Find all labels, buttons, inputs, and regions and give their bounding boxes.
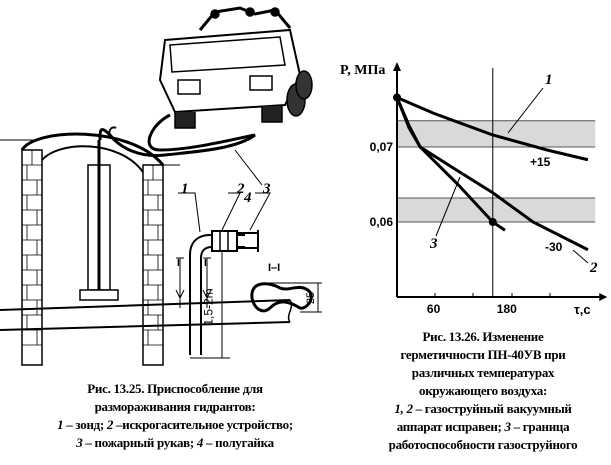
probe-detail	[175, 192, 322, 359]
caption-line: аппарат исправен; 3 – граница	[355, 418, 611, 436]
x-tick-label: 180	[497, 302, 517, 316]
caption-text: – пожарный рукав;	[82, 435, 197, 450]
caption-text: – полугайка	[203, 435, 274, 450]
section-label: I–I	[268, 262, 281, 274]
series-1-label: 1	[545, 72, 553, 88]
truck-drawing	[158, 6, 313, 129]
caption-fig-13-25: Рис. 13.25. Приспособление для разморажи…	[40, 380, 310, 452]
caption-line: Рис. 13.25. Приспособление для	[87, 381, 263, 396]
caption-line: Рис. 13.26. Изменение	[422, 329, 544, 344]
y-axis-arrow-icon	[393, 62, 401, 71]
y-tick-label: 0,07	[370, 140, 394, 154]
y-axis-label: P, МПа	[340, 63, 385, 78]
caption-line: работоспособности газоструйного	[388, 437, 578, 452]
label-1-probe: 1	[181, 181, 189, 197]
caption-text: – граница	[510, 419, 570, 434]
caption-num: 2	[106, 417, 114, 432]
series-3-leader	[435, 176, 461, 237]
band-0	[397, 120, 596, 147]
caption-line: различных температурах	[411, 365, 555, 380]
section-dimension: 25	[305, 291, 318, 305]
caption-line: 3 – пожарный рукав; 4 – полугайка	[40, 434, 310, 452]
caption-text: – газоструйный вакуумный	[412, 401, 572, 416]
y-tick-label: 0,06	[370, 215, 394, 229]
series-1-temperature: +15	[530, 155, 551, 169]
series-2-leader	[572, 249, 589, 264]
label-4-half-nut: 4	[244, 190, 252, 206]
section-mark-left: I	[177, 258, 180, 269]
caption-text: – зонд;	[63, 417, 107, 432]
x-axis-arrow-icon	[599, 293, 608, 301]
x-tick-label: 60	[427, 302, 441, 316]
section-mark-right: I	[204, 258, 207, 269]
caption-num: 1, 2	[394, 401, 413, 416]
series-1-curve	[396, 96, 589, 162]
caption-num: 3	[504, 419, 511, 434]
band-1	[397, 198, 596, 222]
data-point	[488, 218, 497, 226]
x-axis-label: τ,c	[574, 302, 591, 317]
label-3-fire-hose: 3	[263, 181, 271, 197]
caption-fig-13-26: Рис. 13.26. Изменение герметичности ПН-4…	[355, 328, 611, 454]
series-1-leader	[507, 87, 544, 134]
pressure-chart: 60 180 0,06 0,07 P, МПа τ,c 1 +15 2 -30 3	[340, 62, 608, 317]
caption-line: окружающего воздуха:	[419, 383, 547, 398]
caption-num: 3	[76, 435, 83, 450]
hydrant-diagram	[0, 6, 322, 366]
series-3-label: 3	[429, 236, 438, 252]
caption-text: –искрогасительное устройство;	[113, 417, 293, 432]
data-point	[393, 93, 401, 102]
caption-line: 1 – зонд; 2 –искрогасительное устройство…	[40, 416, 310, 434]
series-2-temperature: -30	[545, 240, 563, 254]
caption-num: 1	[57, 417, 64, 432]
caption-num: 4	[196, 435, 204, 450]
caption-line: 1, 2 – газоструйный вакуумный	[355, 400, 611, 418]
caption-line: герметичности ПН-40УВ при	[400, 347, 566, 362]
label-2-spark-arrester: 2	[237, 181, 245, 197]
brick-well	[0, 132, 293, 366]
series-2-label: 2	[589, 260, 598, 276]
caption-text: аппарат исправен;	[396, 419, 505, 434]
height-dimension: 1,5-2m	[201, 288, 216, 326]
caption-line: размораживания гидрантов:	[94, 399, 256, 414]
